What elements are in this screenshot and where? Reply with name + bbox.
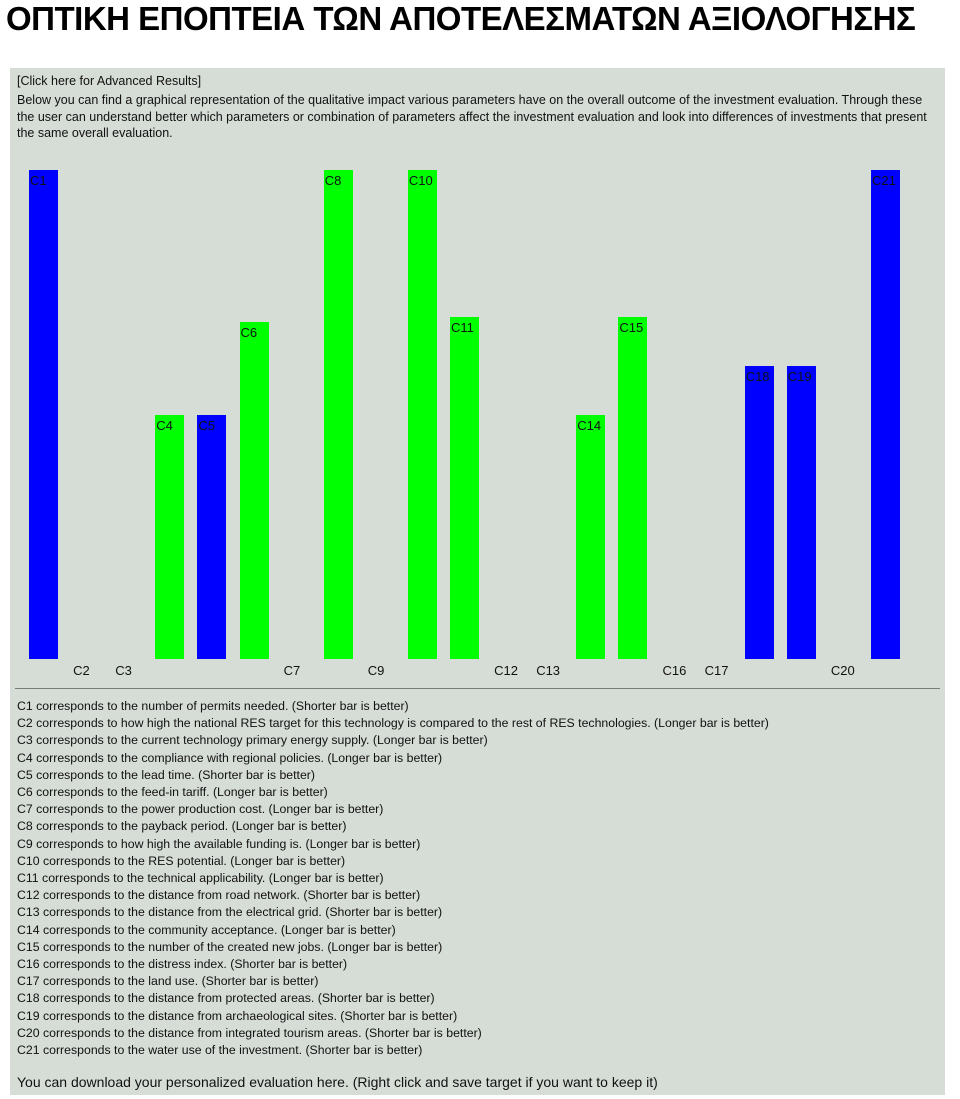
legend-item: C9 corresponds to how high the available… <box>17 836 421 851</box>
legend-item: C14 corresponds to the community accepta… <box>17 922 396 937</box>
bar-c4 <box>155 414 185 659</box>
bar-label-c8: C8 <box>324 173 342 188</box>
bar-c21 <box>871 170 900 659</box>
bar-label-c2: C2 <box>73 663 90 678</box>
legend-item: C2 corresponds to how high the national … <box>17 716 769 731</box>
download-suffix: . (Right click and save target if you wa… <box>344 1074 658 1090</box>
divider <box>15 688 940 689</box>
advanced-results-link[interactable]: [Click here for Advanced Results] <box>17 74 202 88</box>
bar-label-c4: C4 <box>156 417 173 433</box>
legend-item: C10 corresponds to the RES potential. (L… <box>17 853 346 868</box>
legend-item: C12 corresponds to the distance from roa… <box>17 888 421 903</box>
bar-label-c10: C10 <box>408 173 433 188</box>
bar-label-c17: C17 <box>704 663 729 678</box>
legend-item: C19 corresponds to the distance from arc… <box>17 1008 458 1023</box>
download-here-link[interactable]: here <box>316 1074 345 1090</box>
legend-item: C21 corresponds to the water use of the … <box>17 1043 423 1058</box>
legend-item: C6 corresponds to the feed-in tariff. (L… <box>17 785 328 800</box>
legend-item: C15 corresponds to the number of the cre… <box>17 939 443 954</box>
legend-item: C3 corresponds to the current technology… <box>17 733 488 748</box>
bar-c6 <box>239 321 269 659</box>
legend-item: C8 corresponds to the payback period. (L… <box>17 819 347 834</box>
bar-label-c6: C6 <box>240 324 258 340</box>
bar-label-c15: C15 <box>619 319 644 335</box>
bar-label-c1: C1 <box>30 173 47 188</box>
results-panel: [Click here for Advanced Results] Below … <box>10 68 945 1095</box>
bar-c19 <box>786 365 816 659</box>
bar-c10 <box>407 170 437 659</box>
criteria-legend: C1 corresponds to the number of permits … <box>17 698 769 1059</box>
download-prefix: You can download your personalized evalu… <box>17 1074 317 1090</box>
bar-label-c9: C9 <box>367 663 385 678</box>
page-title: ΟΠΤΙΚΗ ΕΠΟΠΤΕΙΑ ΤΩΝ ΑΠΟΤΕΛΕΣΜΑΤΩΝ ΑΞΙΟΛΟ… <box>6 0 916 37</box>
bar-c5 <box>197 414 227 659</box>
bar-label-c5: C5 <box>198 417 216 433</box>
bar-label-c20: C20 <box>830 663 855 678</box>
legend-item: C4 corresponds to the compliance with re… <box>17 750 443 765</box>
legend-item: C11 corresponds to the technical applica… <box>17 871 384 886</box>
bar-c8 <box>323 170 353 659</box>
results-bar-chart: C1 C2 C3 C4 C5 C6 C7 C8 C9 C10 C11 C12 C13 C14 C15 C16 C… <box>10 158 945 688</box>
bar-label-c16: C16 <box>662 663 687 678</box>
bar-label-c14: C14 <box>577 417 602 433</box>
legend-item: C7 corresponds to the power production c… <box>17 802 384 817</box>
legend-item: C1 corresponds to the number of permits … <box>17 699 409 713</box>
legend-item: C18 corresponds to the distance from pro… <box>17 991 435 1006</box>
bar-label-c12: C12 <box>494 663 518 678</box>
bar-c14 <box>576 414 606 659</box>
download-note: You can download your personalized evalu… <box>17 1074 658 1090</box>
bar-c15 <box>618 316 648 659</box>
bar-label-c11: C11 <box>451 319 474 335</box>
bar-label-c7: C7 <box>283 663 301 678</box>
bar-label-c3: C3 <box>115 663 132 678</box>
bar-c11 <box>450 316 479 659</box>
legend-item: C13 corresponds to the distance from the… <box>17 905 443 920</box>
legend-item: C16 corresponds to the distress index. (… <box>17 957 348 972</box>
bar-label-c21: C21 <box>872 173 896 188</box>
bar-label-c19: C19 <box>787 368 812 384</box>
bar-c18 <box>744 365 774 659</box>
intro-text: Below you can find a graphical represent… <box>17 93 927 140</box>
bar-label-c18: C18 <box>745 368 770 384</box>
legend-item: C20 corresponds to the distance from int… <box>17 1025 482 1040</box>
legend-item: C17 corresponds to the land use. (Shorte… <box>17 974 319 989</box>
bar-c1 <box>29 170 58 659</box>
bar-label-c13: C13 <box>536 663 561 678</box>
legend-item: C5 corresponds to the lead time. (Shorte… <box>17 767 315 782</box>
